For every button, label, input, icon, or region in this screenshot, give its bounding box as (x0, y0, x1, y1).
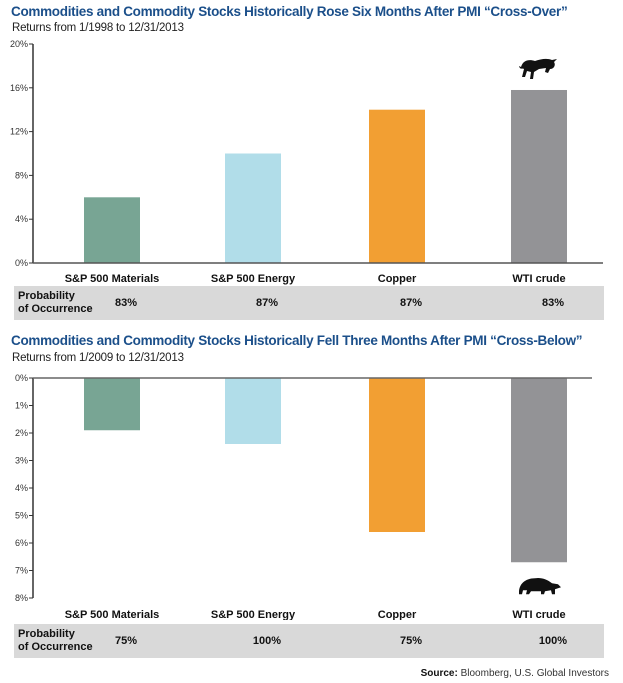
y-tick-label: 8% (15, 170, 28, 180)
bear-icon (519, 577, 561, 595)
bar (225, 378, 281, 444)
chart1-subtitle: Returns from 1/1998 to 12/31/2013 (12, 22, 184, 34)
chart1-title: Commodities and Commodity Stocks Histori… (11, 4, 568, 19)
probability-value: 75% (399, 635, 423, 647)
bar (84, 197, 140, 263)
bar (84, 378, 140, 431)
category-label: WTI crude (512, 273, 565, 285)
chart1-plot: 0% 4% 8% 12% 16% 20% S&P 500 Materials S&P 500 … (10, 39, 603, 285)
y-tick-label: 0% (15, 373, 28, 383)
y-tick-label: 3% (15, 456, 28, 466)
y-tick-label: 7% (15, 566, 28, 576)
chart2-probability-row: Probability of Occurrence 75% 100% 75% 10… (14, 624, 604, 658)
bar (369, 109, 425, 263)
chart2-subtitle: Returns from 1/2009 to 12/31/2013 (12, 352, 184, 364)
probability-value: 83% (114, 297, 138, 309)
category-label: S&P 500 Energy (211, 273, 296, 285)
category-label: S&P 500 Energy (211, 609, 296, 620)
y-tick-label: 8% (15, 593, 28, 603)
chart1-probability-row: Probability of Occurrence 83% 87% 87% 83% (14, 286, 604, 320)
category-label: WTI crude (512, 609, 565, 620)
category-label: S&P 500 Materials (65, 273, 160, 285)
probability-value: 87% (399, 297, 423, 309)
y-tick-label: 6% (15, 538, 28, 548)
y-tick-label: 20% (10, 39, 28, 49)
chart2-title: Commodities and Commodity Stocks Histori… (11, 333, 583, 348)
probability-value: 75% (114, 635, 138, 647)
probability-value: 100% (538, 635, 568, 647)
bar (511, 378, 567, 563)
category-label: S&P 500 Materials (65, 609, 160, 620)
bar (369, 378, 425, 532)
probability-heading: Probability of Occurrence (18, 290, 93, 315)
bar (511, 89, 567, 264)
category-label: Copper (378, 609, 417, 620)
y-tick-label: 4% (15, 483, 28, 493)
y-tick-label: 5% (15, 511, 28, 521)
chart2-plot: 0% 1% 2% 3% 4% 5% 6% 7% 8% S&P 500 Materials S&P 5… (15, 373, 592, 620)
source-note: Source: Bloomberg, U.S. Global Investors (420, 668, 609, 679)
y-tick-label: 4% (15, 214, 28, 224)
bull-icon (519, 58, 557, 79)
bar (225, 153, 281, 263)
probability-value: 83% (541, 297, 565, 309)
probability-value: 87% (255, 297, 279, 309)
y-tick-label: 12% (10, 127, 28, 137)
y-tick-label: 0% (15, 258, 28, 268)
probability-heading: Probability of Occurrence (18, 628, 93, 653)
category-label: Copper (378, 273, 417, 285)
y-tick-label: 2% (15, 428, 28, 438)
y-tick-label: 1% (15, 401, 28, 411)
y-tick-label: 16% (10, 83, 28, 93)
probability-value: 100% (252, 635, 282, 647)
